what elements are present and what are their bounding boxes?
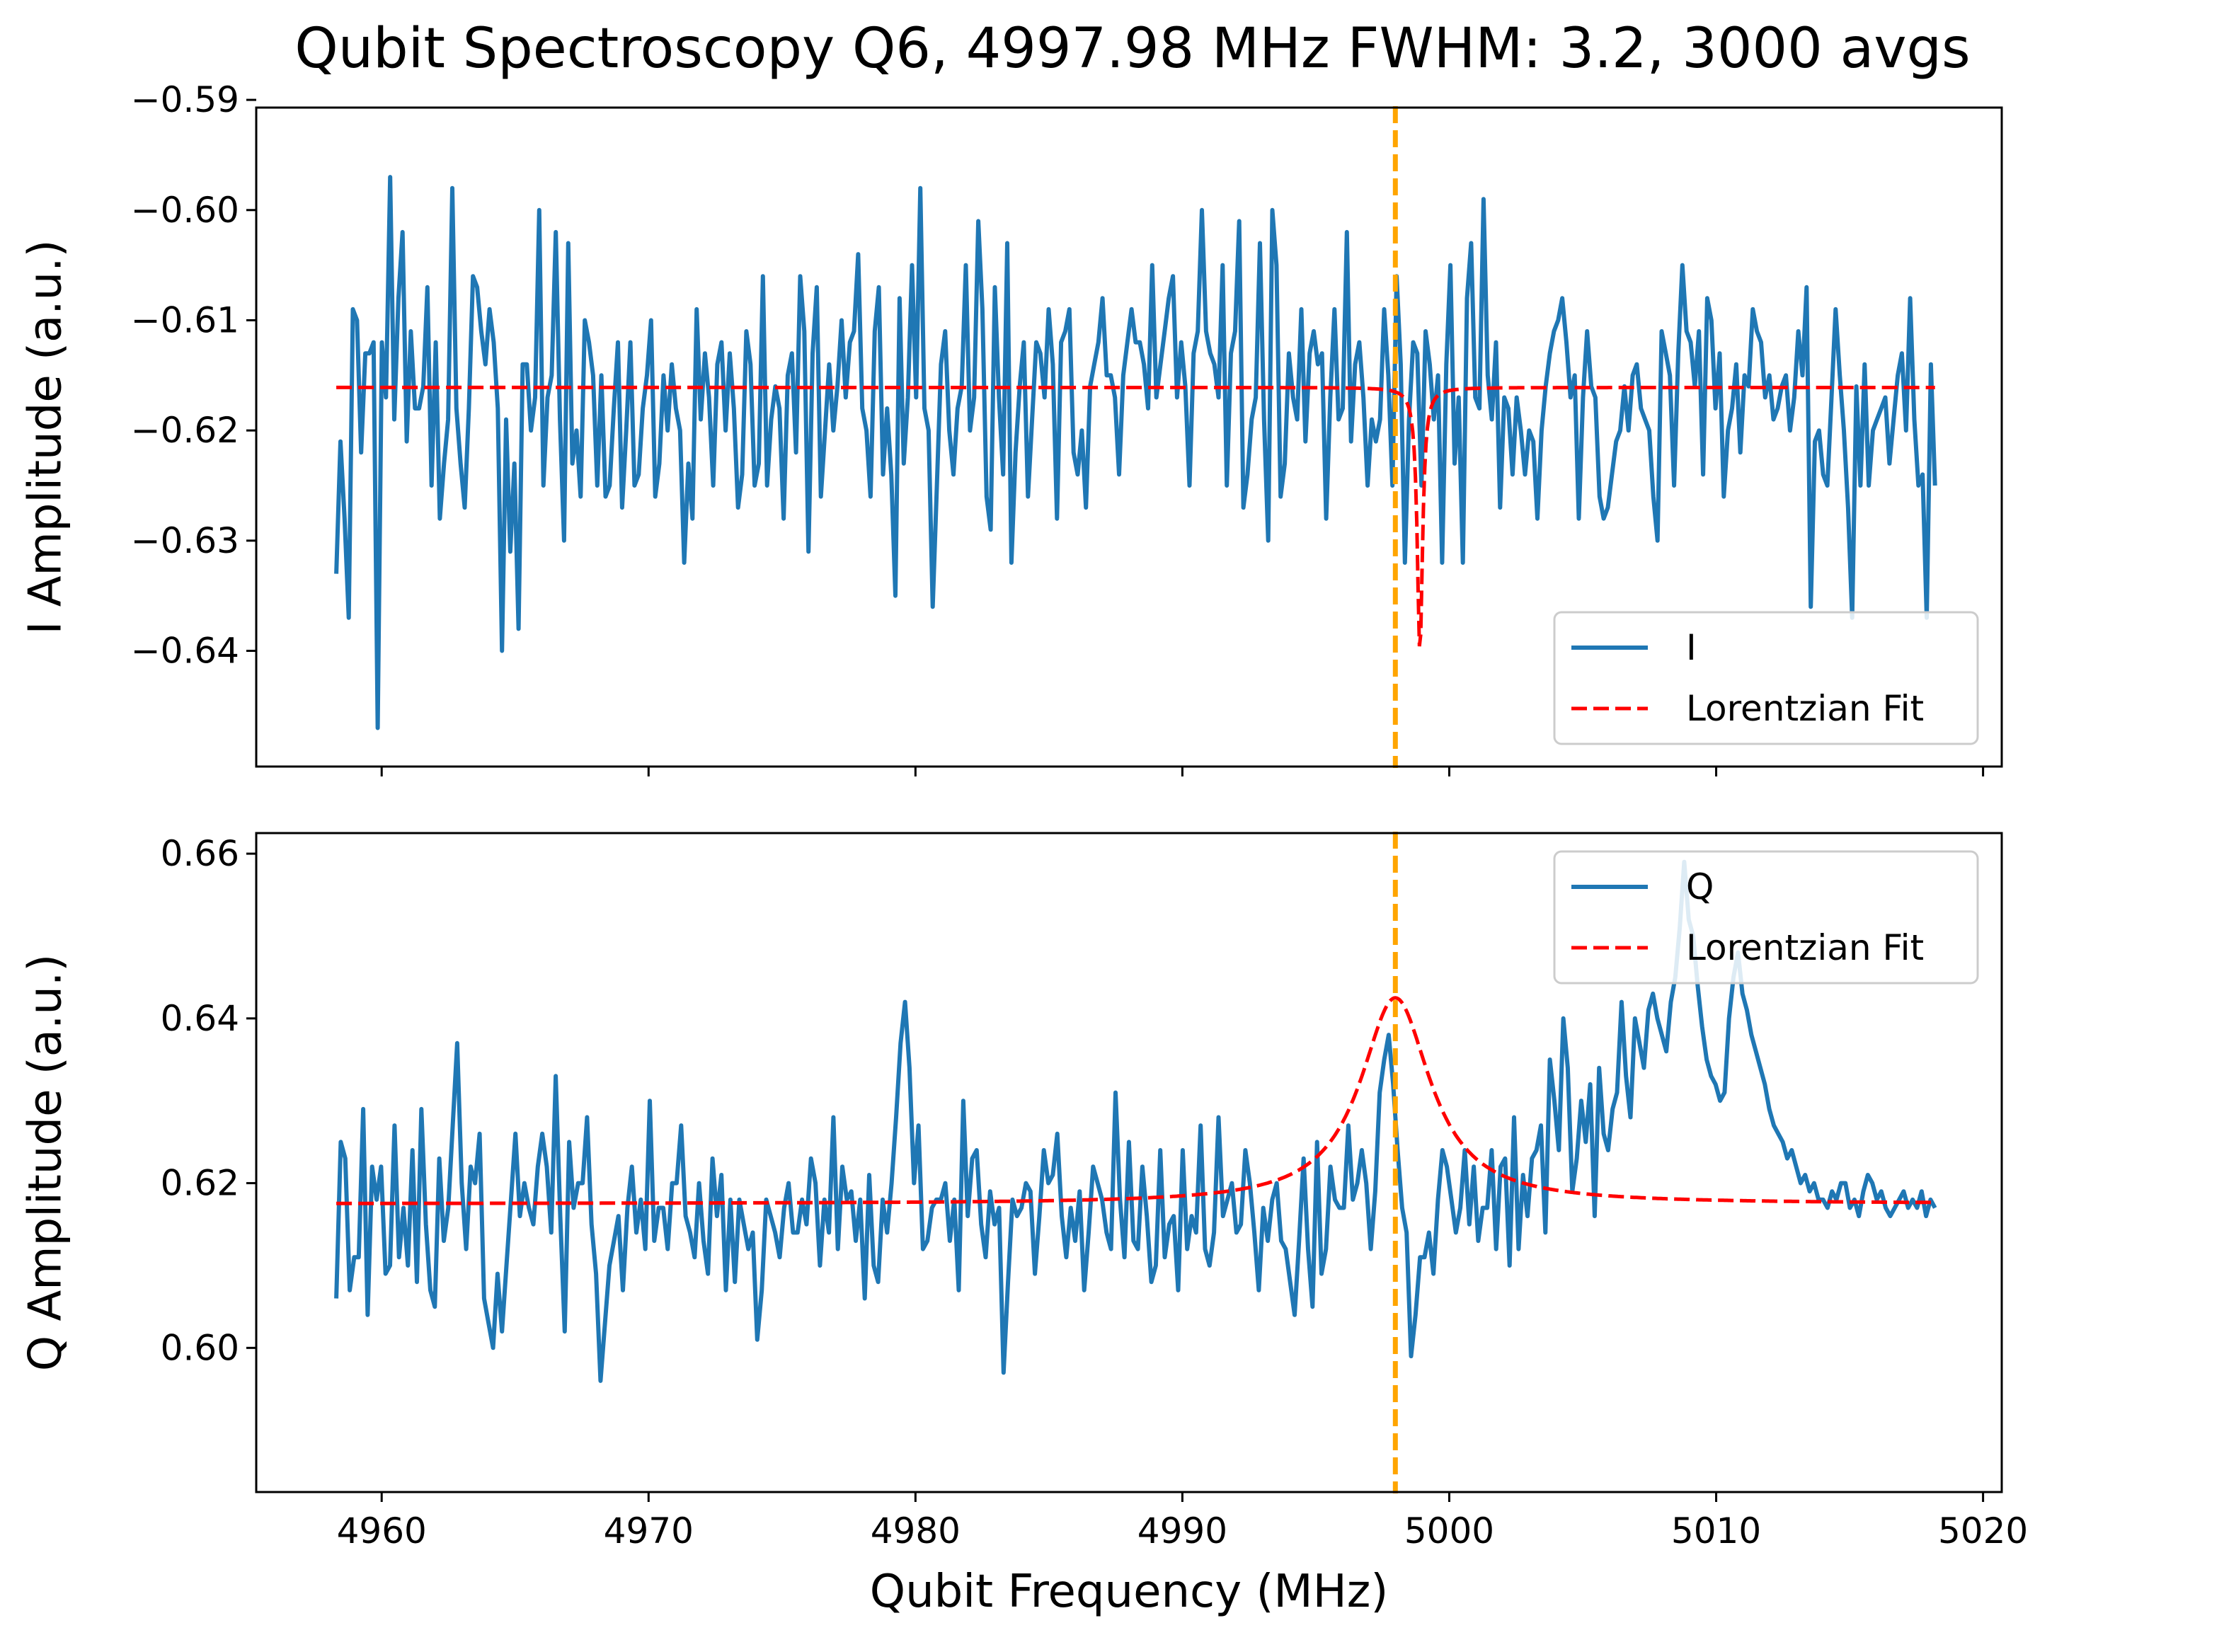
x-tick-label: 5000	[1404, 1510, 1494, 1551]
axes-frame-q	[255, 832, 2003, 1493]
series-line-i	[334, 175, 1937, 730]
y-tick-label: −0.63	[131, 520, 239, 561]
legend-label: Lorentzian Fit	[1686, 927, 1924, 968]
legend-q: Q Lorentzian Fit	[1553, 850, 1979, 985]
panel-q-amplitude: 0.60 0.62 0.64 0.66 4960 4970 4980 4990 5000 5010…	[20, 832, 2029, 1618]
y-tick-label: −0.64	[131, 631, 239, 672]
series-line-lorentzian-fit	[336, 996, 1935, 1205]
legend-label: I	[1686, 627, 1697, 668]
axis-ticks-q: 0.60 0.62 0.64 0.66 4960 4970 4980 4990 5000 5010…	[161, 833, 2029, 1551]
x-axis-label: Qubit Frequency (MHz)	[870, 1566, 1389, 1618]
panel-i-amplitude: −0.64 −0.63 −0.62 −0.61 −0.60 −0.59 I Amplitu…	[20, 79, 2003, 776]
y-axis-label-i: I Amplitude (a.u.)	[20, 240, 72, 635]
legend-label: Q	[1686, 866, 1714, 907]
x-tick-label: 5020	[1938, 1510, 2028, 1551]
y-tick-label: −0.60	[131, 190, 239, 231]
y-tick-label: −0.59	[131, 79, 239, 120]
legend-box	[1553, 850, 1979, 985]
y-tick-label: 0.64	[161, 998, 239, 1039]
y-tick-label: 0.62	[161, 1163, 239, 1204]
plot-area-i	[334, 106, 1937, 768]
series-line-lorentzian-fit	[336, 385, 1935, 647]
y-tick-label: 0.66	[161, 833, 239, 874]
x-tick-label: 4990	[1137, 1510, 1227, 1551]
x-tick-label: 4960	[337, 1510, 427, 1551]
y-tick-label: −0.61	[131, 299, 239, 340]
x-tick-label: 4970	[604, 1510, 694, 1551]
y-axis-label-q: Q Amplitude (a.u.)	[20, 954, 72, 1371]
chart-title: Qubit Spectroscopy Q6, 4997.98 MHz FWHM:…	[294, 17, 1970, 81]
axis-ticks-i: −0.64 −0.63 −0.62 −0.61 −0.60 −0.59	[131, 79, 1985, 776]
y-tick-label: −0.62	[131, 410, 239, 451]
legend-box	[1553, 611, 1979, 745]
axes-frame-i	[255, 106, 2003, 768]
legend-label: Lorentzian Fit	[1686, 688, 1924, 729]
plot-area-q	[334, 832, 1937, 1493]
legend-i: I Lorentzian Fit	[1553, 611, 1979, 745]
series-line-q	[334, 859, 1937, 1383]
x-tick-label: 5010	[1671, 1510, 1761, 1551]
x-tick-label: 4980	[871, 1510, 961, 1551]
y-tick-label: 0.60	[161, 1327, 239, 1368]
